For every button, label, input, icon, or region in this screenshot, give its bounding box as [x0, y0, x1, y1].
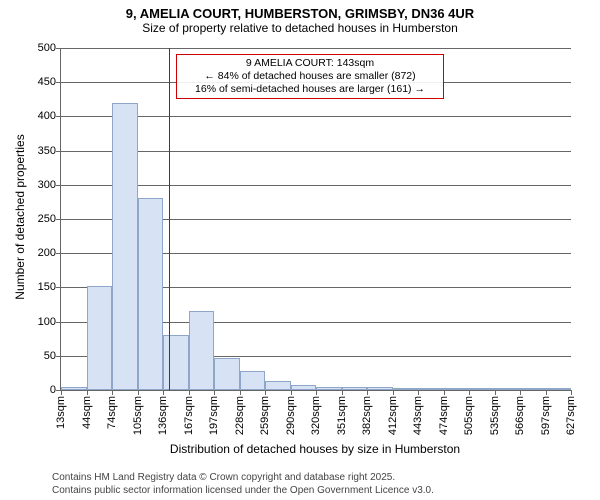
histogram-bar	[265, 381, 291, 390]
histogram-bar	[342, 387, 368, 390]
histogram-bar	[444, 388, 470, 390]
xtick-mark	[163, 390, 164, 395]
histogram-bar	[240, 371, 266, 390]
xtick-label: 105sqm	[132, 396, 144, 435]
xtick-mark	[214, 390, 215, 395]
xtick-label: 382sqm	[361, 396, 373, 435]
ytick-label: 250	[26, 213, 61, 225]
xtick-mark	[444, 390, 445, 395]
ytick-label: 300	[26, 179, 61, 191]
footer-attribution: Contains HM Land Registry data © Crown c…	[52, 472, 434, 497]
plot-area: 05010015020025030035040045050013sqm44sqm…	[60, 48, 571, 391]
ytick-label: 150	[26, 281, 61, 293]
footer-line: Contains HM Land Registry data © Crown c…	[52, 472, 434, 485]
xtick-label: 320sqm	[310, 396, 322, 435]
histogram-bar	[546, 388, 572, 390]
histogram-bar	[138, 198, 164, 390]
ytick-label: 350	[26, 145, 61, 157]
xtick-label: 167sqm	[183, 396, 195, 435]
histogram-bar	[163, 335, 189, 390]
annotation-line: ← 84% of detached houses are smaller (87…	[181, 70, 439, 83]
xtick-label: 197sqm	[208, 396, 220, 435]
histogram-bar	[112, 103, 138, 390]
xtick-mark	[393, 390, 394, 395]
ytick-label: 0	[26, 384, 61, 396]
xtick-label: 412sqm	[387, 396, 399, 435]
histogram-bar	[61, 387, 87, 390]
xtick-label: 74sqm	[106, 396, 118, 429]
xtick-mark	[520, 390, 521, 395]
xtick-label: 44sqm	[81, 396, 93, 429]
xtick-label: 351sqm	[336, 396, 348, 435]
xtick-label: 290sqm	[285, 396, 297, 435]
xtick-mark	[546, 390, 547, 395]
xtick-mark	[342, 390, 343, 395]
histogram-bar	[291, 385, 317, 390]
histogram-bar	[316, 387, 342, 390]
xtick-label: 474sqm	[438, 396, 450, 435]
xtick-label: 597sqm	[540, 396, 552, 435]
histogram-bar	[87, 286, 113, 390]
ytick-label: 100	[26, 316, 61, 328]
ytick-label: 400	[26, 110, 61, 122]
xtick-label: 505sqm	[463, 396, 475, 435]
xtick-mark	[265, 390, 266, 395]
xtick-label: 566sqm	[514, 396, 526, 435]
histogram-bar	[214, 358, 240, 390]
histogram-bar	[469, 388, 495, 390]
histogram-bar	[520, 388, 546, 390]
ytick-label: 450	[26, 76, 61, 88]
xtick-mark	[87, 390, 88, 395]
xtick-mark	[61, 390, 62, 395]
histogram-bar	[495, 388, 521, 390]
footer-line: Contains public sector information licen…	[52, 485, 434, 498]
annotation-box: 9 AMELIA COURT: 143sqm← 84% of detached …	[176, 54, 444, 99]
gridline	[61, 151, 571, 152]
xtick-mark	[418, 390, 419, 395]
ytick-label: 200	[26, 247, 61, 259]
xtick-mark	[240, 390, 241, 395]
xtick-mark	[571, 390, 572, 395]
histogram-bar	[393, 388, 419, 390]
xtick-label: 627sqm	[565, 396, 577, 435]
xtick-label: 535sqm	[489, 396, 501, 435]
xtick-mark	[367, 390, 368, 395]
gridline	[61, 116, 571, 117]
xtick-mark	[291, 390, 292, 395]
chart-subtitle: Size of property relative to detached ho…	[0, 21, 600, 39]
xtick-label: 228sqm	[234, 396, 246, 435]
xtick-mark	[112, 390, 113, 395]
xtick-label: 259sqm	[259, 396, 271, 435]
annotation-line: 16% of semi-detached houses are larger (…	[181, 83, 439, 96]
xtick-label: 13sqm	[55, 396, 67, 429]
xtick-label: 136sqm	[157, 396, 169, 435]
xtick-mark	[189, 390, 190, 395]
histogram-bar	[367, 387, 393, 390]
ytick-label: 500	[26, 42, 61, 54]
xtick-label: 443sqm	[412, 396, 424, 435]
gridline	[61, 48, 571, 49]
xtick-mark	[469, 390, 470, 395]
annotation-line: 9 AMELIA COURT: 143sqm	[181, 57, 439, 70]
ytick-label: 50	[26, 350, 61, 362]
xtick-mark	[316, 390, 317, 395]
xtick-mark	[138, 390, 139, 395]
histogram-bar	[418, 388, 444, 390]
xtick-mark	[495, 390, 496, 395]
y-axis-label: Number of detached properties	[13, 117, 27, 317]
histogram-bar	[189, 311, 215, 390]
gridline	[61, 185, 571, 186]
x-axis-label: Distribution of detached houses by size …	[60, 442, 570, 456]
chart-title: 9, AMELIA COURT, HUMBERSTON, GRIMSBY, DN…	[0, 0, 600, 21]
chart-container: 9, AMELIA COURT, HUMBERSTON, GRIMSBY, DN…	[0, 0, 600, 500]
reference-line	[169, 48, 170, 390]
